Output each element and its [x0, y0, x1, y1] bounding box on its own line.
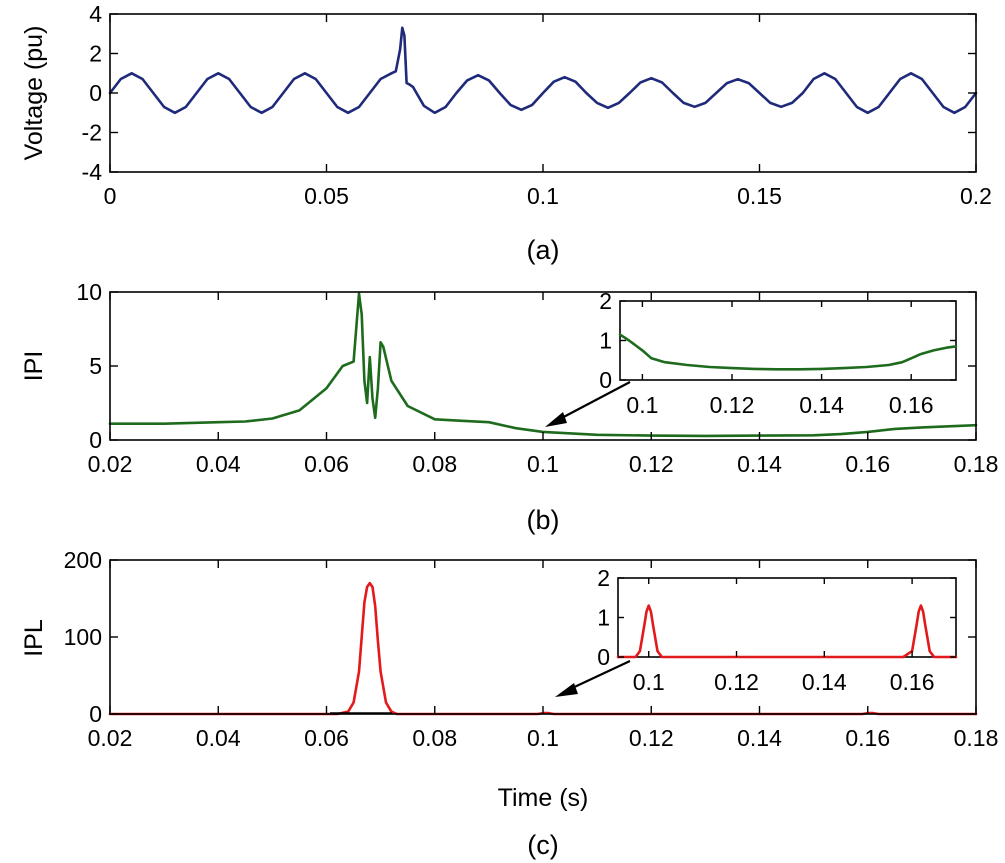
x-tick-label: 0.12: [710, 392, 755, 418]
panel-b: 0.02 0.04 0.06 0.08 0.1 0.12 0.14 0.16 0.180510 …: [20, 279, 998, 535]
ylabel-c: IPL: [20, 619, 48, 657]
x-tick-label: 0.06: [304, 725, 349, 751]
x-tick-label: 0.02: [88, 451, 133, 477]
ylabel-b: IPI: [20, 351, 48, 382]
x-tick-label: 0.18: [954, 451, 999, 477]
x-tick-label: 0.1: [527, 451, 559, 477]
inset-series-line: [616, 604, 958, 659]
y-tick-label: 2: [599, 288, 612, 314]
ipi-inset-series: [618, 333, 958, 371]
ipi-series: [108, 292, 978, 438]
series-line: [108, 26, 978, 115]
x-tick-label: 0.15: [737, 183, 782, 209]
y-tick-label: 0: [89, 80, 102, 106]
x-tick-label: 0.2: [960, 183, 992, 209]
y-tick-label: 1: [597, 605, 610, 631]
x-tick-label: 0.12: [629, 725, 674, 751]
y-tick-label: 200: [64, 547, 102, 573]
y-tick-label: 0: [89, 427, 102, 453]
series-line: [108, 292, 978, 438]
y-tick-label: 10: [76, 279, 102, 305]
inset-arrow-c: [567, 660, 631, 691]
x-tick-label: 0.02: [88, 725, 133, 751]
panel-a: 0 0.05 0.1 0.15 0.2 -4 -2 0 2 4 Voltage (pu) (a): [20, 1, 992, 265]
x-tick-label: 0.14: [802, 669, 847, 695]
inset-series-line: [618, 333, 958, 371]
x-tick-label: 0: [104, 183, 117, 209]
inset-arrow-b: [555, 381, 631, 422]
y-tick-label: 0: [597, 644, 610, 670]
inset-frame-b: [619, 300, 957, 381]
y-tick-label: 2: [597, 565, 610, 591]
xlabel-c: Time (s): [498, 784, 589, 812]
inset-ticks-c: 0.1 0.12 0.14 0.16 0 1 2: [597, 565, 956, 695]
y-tick-label: -2: [82, 120, 102, 146]
x-tick-label: 0.04: [196, 451, 241, 477]
x-tick-label: 0.18: [954, 725, 999, 751]
y-tick-label: -4: [82, 159, 103, 185]
y-tick-label: 0: [89, 701, 102, 727]
voltage-series: [108, 26, 978, 115]
x-tick-label: 0.14: [737, 451, 782, 477]
inset-frame-c: [617, 577, 957, 658]
x-tick-label: 0.06: [304, 451, 349, 477]
x-tick-label: 0.08: [412, 725, 457, 751]
y-tick-label: 1: [599, 328, 612, 354]
x-tick-label: 0.16: [845, 451, 890, 477]
x-tick-label: 0.14: [799, 392, 844, 418]
inset-ticks-b: 0.1 0.12 0.14 0.16 0 1 2: [599, 288, 956, 418]
inset-arrowhead-c: [555, 683, 578, 697]
panel-label-b: (b): [527, 505, 560, 535]
panel-label-a: (a): [527, 235, 560, 265]
x-tick-label: 0.04: [196, 725, 241, 751]
ipl-inset-series: [616, 604, 958, 659]
panel-label-c: (c): [527, 830, 558, 860]
x-tick-label: 0.1: [633, 669, 665, 695]
y-tick-label: 2: [89, 41, 102, 67]
y-tick-label: 0: [599, 367, 612, 393]
ticks-c: 0.02 0.04 0.06 0.08 0.1 0.12 0.14 0.16 0.1801002…: [64, 547, 999, 751]
ticks-a: 0 0.05 0.1 0.15 0.2 -4 -2 0 2 4: [82, 1, 992, 209]
inset-arrowhead-b: [545, 412, 567, 427]
y-tick-label: 100: [64, 624, 102, 650]
x-tick-label: 0.14: [737, 725, 782, 751]
x-tick-label: 0.12: [714, 669, 759, 695]
x-tick-label: 0.08: [412, 451, 457, 477]
x-tick-label: 0.05: [304, 183, 349, 209]
panel-c: 0.02 0.04 0.06 0.08 0.1 0.12 0.14 0.16 0.1801002…: [20, 547, 998, 860]
x-tick-label: 0.1: [527, 725, 559, 751]
ylabel-a: Voltage (pu): [20, 26, 48, 161]
x-tick-label: 0.1: [527, 183, 559, 209]
y-tick-label: 5: [89, 353, 102, 379]
x-tick-label: 0.16: [890, 669, 935, 695]
y-tick-label: 4: [89, 1, 102, 27]
x-tick-label: 0.16: [845, 725, 890, 751]
x-tick-label: 0.1: [626, 392, 658, 418]
x-tick-label: 0.16: [889, 392, 934, 418]
x-tick-label: 0.12: [629, 451, 674, 477]
